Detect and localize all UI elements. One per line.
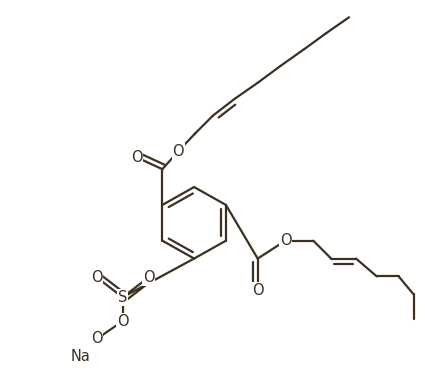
Text: O: O <box>117 314 128 328</box>
Text: O: O <box>143 270 154 285</box>
Text: O: O <box>252 283 264 298</box>
Text: O: O <box>280 233 291 248</box>
Text: O: O <box>131 150 142 165</box>
Text: O: O <box>91 332 103 347</box>
Text: S: S <box>118 290 127 305</box>
Text: O: O <box>91 270 103 285</box>
Text: Na: Na <box>71 349 91 364</box>
Text: O: O <box>173 144 184 159</box>
